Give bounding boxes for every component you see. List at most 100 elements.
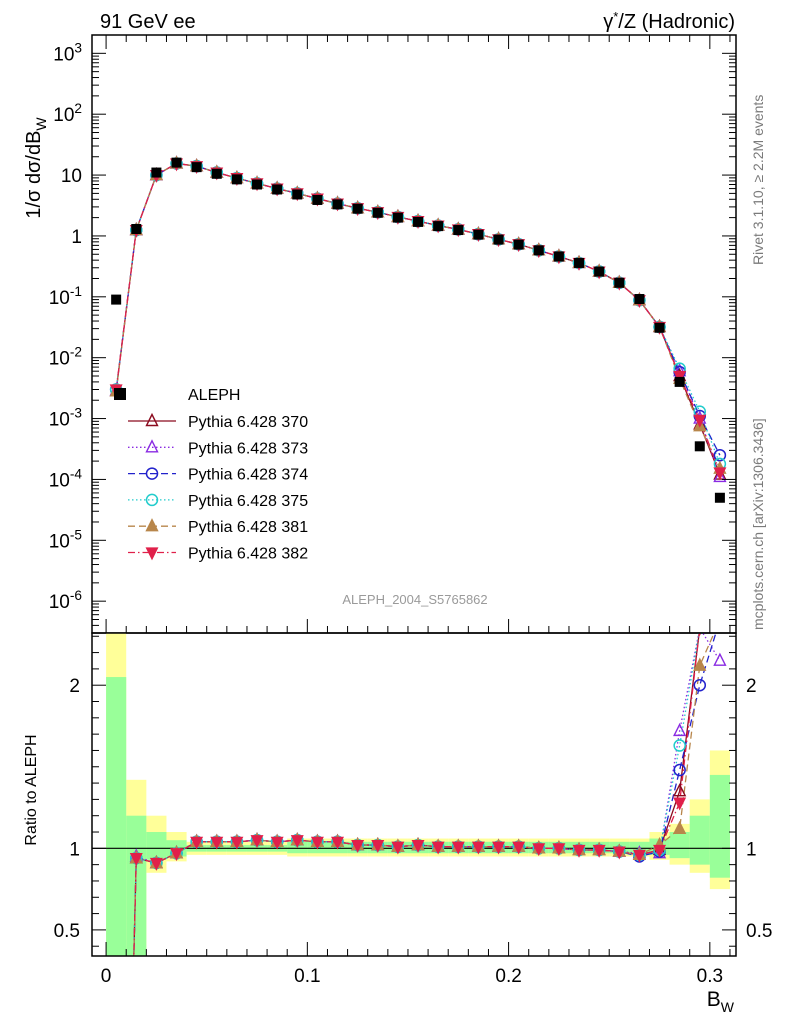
main-series-marker [713, 468, 727, 483]
ratio-series-marker [270, 836, 284, 850]
ratio-series-marker [471, 841, 485, 855]
ratio-series-marker [572, 844, 586, 858]
ratio-y-tick-label-right: 0.5 [746, 921, 772, 942]
data-point [211, 168, 222, 179]
ratio-series-line [133, 633, 715, 956]
main-y-tick-label: 10-5 [49, 527, 83, 552]
ratio-series-marker [170, 848, 183, 862]
rivet-label: Rivet 3.1.10, ≥ 2.2M events [750, 95, 766, 265]
legend-label: Pythia 6.428 374 [188, 467, 308, 484]
legend-marker [145, 412, 159, 427]
title-right-suffix: /Z (Hadronic) [618, 11, 735, 33]
data-point [694, 441, 705, 452]
data-point [674, 376, 685, 387]
ratio-panel: 0.5 0.5 1 1 2 2 0 0.1 0.2 0.3 Ratio to ALEPH BW [23, 632, 772, 1015]
data-point [614, 277, 625, 288]
main-series-group [109, 155, 727, 503]
ratio-series-marker [532, 843, 546, 857]
ratio-y-tick-label-right: 1 [746, 839, 757, 860]
ratio-band-inner [689, 815, 710, 865]
ratio-series-marker [210, 836, 224, 850]
x-tick-label: 0.1 [294, 966, 320, 987]
ratio-series-marker [351, 839, 365, 853]
ratio-band-inner [709, 774, 730, 878]
main-y-tick-label: 10-2 [49, 345, 82, 370]
data-point [252, 179, 263, 190]
legend-label: Pythia 6.428 381 [188, 519, 308, 536]
ratio-series-marker [673, 820, 687, 834]
legend-label: Pythia 6.428 375 [188, 493, 308, 510]
legend-marker [145, 518, 159, 532]
data-point [151, 167, 162, 178]
ratio-series-marker [693, 633, 707, 634]
ratio-series-line [133, 633, 700, 956]
ratio-series-marker [693, 633, 707, 634]
data-point [272, 184, 283, 195]
main-y-tick-label: 10 [61, 166, 82, 187]
legend-marker [145, 439, 159, 453]
ratio-series-line [133, 633, 700, 956]
ratio-band-inner [669, 832, 690, 859]
ratio-series-marker [149, 857, 163, 871]
data-point [473, 229, 484, 240]
x-tick-label: 0 [101, 966, 112, 987]
ratio-series-marker [673, 797, 687, 811]
ratio-series-marker [592, 844, 606, 858]
main-frame [91, 34, 737, 634]
legend-label: Pythia 6.428 373 [188, 440, 308, 457]
ratio-y-tick-label-right: 2 [746, 676, 757, 697]
ratio-series-marker [129, 853, 143, 866]
data-point [714, 492, 725, 503]
data-point [574, 257, 585, 268]
ratio-series-marker [693, 678, 707, 692]
main-panel: 10-6 10-5 10-4 10-3 10-2 10-1 1 10 102 103 1/σ dσ/… [23, 34, 737, 634]
ratio-y-tick-label: 1 [69, 839, 80, 860]
main-y-tick-label: 10-6 [49, 588, 82, 613]
title-right-prefix: γ [603, 11, 613, 33]
data-point [292, 189, 303, 200]
ratio-series-marker [391, 841, 405, 855]
ratio-series-marker [673, 722, 687, 737]
main-y-tick-label: 10-4 [49, 466, 83, 491]
data-point [111, 294, 122, 305]
data-point [553, 251, 564, 262]
data-point [372, 207, 383, 218]
data-point [413, 216, 424, 227]
data-point [533, 245, 544, 256]
ratio-series-marker [673, 763, 686, 777]
watermark: ALEPH_2004_S5765862 [342, 592, 487, 607]
ratio-series-marker [290, 835, 304, 849]
data-point [231, 174, 242, 185]
ratio-series-marker [653, 844, 666, 858]
ratio-series-line [133, 633, 717, 956]
ratio-series-marker [230, 836, 244, 850]
ratio-series-marker [512, 841, 526, 855]
legend-marker [145, 467, 159, 480]
ratio-series-marker [371, 839, 385, 853]
data-point [191, 162, 202, 173]
main-series-marker [693, 414, 707, 428]
ratio-content [92, 633, 736, 956]
main-y-tick-label: 1 [71, 227, 82, 248]
ratio-series-marker [331, 836, 344, 850]
data-point [312, 194, 323, 205]
legend-marker [145, 547, 159, 561]
ratio-series-marker [713, 652, 727, 666]
ratio-series-marker [190, 836, 204, 850]
ratio-series-marker [612, 846, 626, 860]
main-y-axis-label: 1/σ dσ/dBW [23, 117, 49, 219]
ratio-series-marker [310, 836, 324, 850]
mcplots-label: mcplots.cern.ch [arXiv:1306.3436] [750, 418, 766, 630]
ratio-series-marker [431, 841, 445, 855]
ratio-y-axis-label: Ratio to ALEPH [23, 734, 40, 845]
data-point [594, 266, 605, 277]
ratio-y-tick-label: 2 [69, 676, 80, 697]
legend-label: Pythia 6.428 382 [188, 546, 308, 563]
legend-marker [145, 493, 159, 507]
ratio-series-line [133, 633, 700, 956]
x-tick-label: 0.3 [697, 966, 723, 987]
legend-marker-aleph [114, 388, 126, 400]
main-y-tick-label: 103 [53, 40, 82, 65]
data-point [392, 212, 403, 223]
